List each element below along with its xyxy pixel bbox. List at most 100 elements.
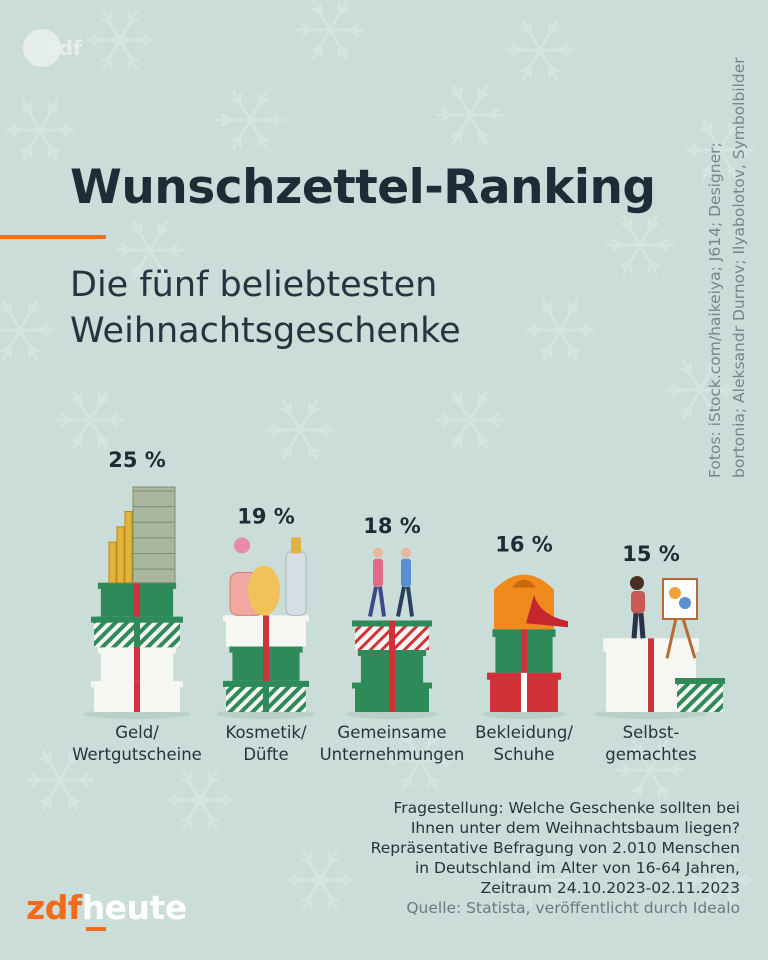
snowflake-branch <box>659 747 670 755</box>
snowflake-branch <box>319 423 330 432</box>
snowflake-branch <box>547 852 552 863</box>
snowflake-branch <box>489 413 500 422</box>
snowflake-branch <box>659 785 670 793</box>
snowflake-branch <box>477 392 482 403</box>
snowflake-branch <box>528 852 533 863</box>
snowflake-arm <box>718 149 739 181</box>
snowflake-branch <box>439 753 450 762</box>
snowflake-icon <box>26 749 94 811</box>
snowflake-branch <box>78 392 83 403</box>
snowflake-branch <box>309 445 320 453</box>
snowflake-arm <box>1 329 22 361</box>
lotion-bottle <box>285 550 307 616</box>
snowflake-branch <box>269 118 280 127</box>
snowflake-branch <box>659 238 670 247</box>
snowflake-branch <box>579 323 590 332</box>
snowflake-branch <box>339 45 350 53</box>
snowflake-branch <box>40 795 51 803</box>
snowflake-branch <box>729 857 740 865</box>
painter-head <box>630 576 644 590</box>
snowflake-branch <box>688 362 693 373</box>
gift-stack-4 <box>481 574 568 719</box>
snowflake-branch <box>127 12 132 23</box>
painter-leg <box>631 612 639 639</box>
snowflake-branch <box>170 798 181 807</box>
brand-part-zdf: zdf <box>26 888 82 927</box>
snowflake-arm <box>451 114 472 146</box>
snowflake-branch <box>67 752 72 763</box>
snowflake-branch <box>169 248 180 257</box>
snowflake-arm <box>41 779 62 811</box>
snowflake-branch <box>288 402 293 413</box>
canvas <box>662 578 698 620</box>
snowflake-branch <box>120 248 131 257</box>
snowflake-branch <box>729 127 740 135</box>
category-label-line: Schuhe <box>493 745 555 764</box>
snowflake-arm <box>328 0 349 31</box>
snowflake-arm <box>701 879 722 911</box>
category-label: Geld/Wertgutscheine <box>57 722 217 766</box>
snowflake-branch <box>270 428 281 437</box>
snowflake-icon <box>216 89 284 151</box>
snowflake-arm <box>538 849 559 881</box>
category-label-line: Düfte <box>243 745 289 764</box>
snowflake-branch <box>159 265 170 273</box>
snowflake-icon <box>266 399 334 461</box>
page-title: Wunschzettel-Ranking <box>70 160 656 215</box>
snowflake-branch <box>90 33 101 42</box>
note-line: in Deutschland im Alter von 16-64 Jahren… <box>415 859 740 877</box>
snowflake-branch <box>489 108 500 117</box>
snowflake-branch <box>129 17 140 25</box>
snowflake-branch <box>219 798 230 807</box>
snowflake-branch <box>458 132 463 143</box>
snowflake-branch <box>520 27 531 35</box>
gift-ribbon <box>648 638 654 712</box>
coin-stack <box>108 541 117 584</box>
snowflake-arm <box>301 849 322 881</box>
snowflake-arm <box>311 0 332 31</box>
high-heel <box>526 595 568 628</box>
category-label-line: Geld/ <box>115 723 159 742</box>
snowflake-icon <box>666 359 734 421</box>
snowflake-branch <box>739 873 750 882</box>
snowflake-branch <box>300 895 311 903</box>
snowflake-branch <box>510 43 521 52</box>
painter-body <box>631 591 645 614</box>
gift-lid <box>675 678 725 684</box>
snowflake-arm <box>318 849 339 881</box>
snowflake-branch <box>270 423 281 432</box>
zdfheute-logo: zdfheute <box>26 888 187 927</box>
snowflake-branch <box>290 873 301 882</box>
skater-head <box>401 547 411 558</box>
snowflake-arm <box>418 759 439 791</box>
snowflake-branch <box>547 897 552 908</box>
gift-ribbon <box>134 681 140 712</box>
snowflake-arm <box>538 879 559 911</box>
snowflake-branch <box>690 873 701 882</box>
snowflake-arm <box>698 359 719 391</box>
snowflake-branch <box>300 857 311 865</box>
snowflake-icon <box>436 84 504 146</box>
snowflake-branch <box>280 445 291 453</box>
snowflake-arm <box>21 99 42 131</box>
snowflake-branch <box>188 817 193 828</box>
brand-part-heute: heute <box>81 888 188 927</box>
snowflake-arm <box>701 849 722 881</box>
snowflake-branch <box>708 167 713 178</box>
snowflake-branch <box>440 413 451 422</box>
snowflake-branch <box>47 102 52 113</box>
snowflake-arm <box>701 149 722 181</box>
snowflake-arm <box>521 19 542 51</box>
gift-ribbon <box>521 629 527 673</box>
snowflake-icon <box>0 299 54 361</box>
snowflake-branch <box>700 165 711 173</box>
snowflake-branch <box>300 23 311 32</box>
skater-head <box>373 547 383 558</box>
snowflake-branch <box>708 122 713 133</box>
snowflake-branch <box>510 48 521 57</box>
survey-notes: Fragestellung: Welche Geschenke sollten … <box>371 798 740 918</box>
snowflake-branch <box>257 137 262 148</box>
snowflake-arm <box>318 879 339 911</box>
snowflake-branch <box>28 102 33 113</box>
snowflake-branch <box>310 7 321 15</box>
